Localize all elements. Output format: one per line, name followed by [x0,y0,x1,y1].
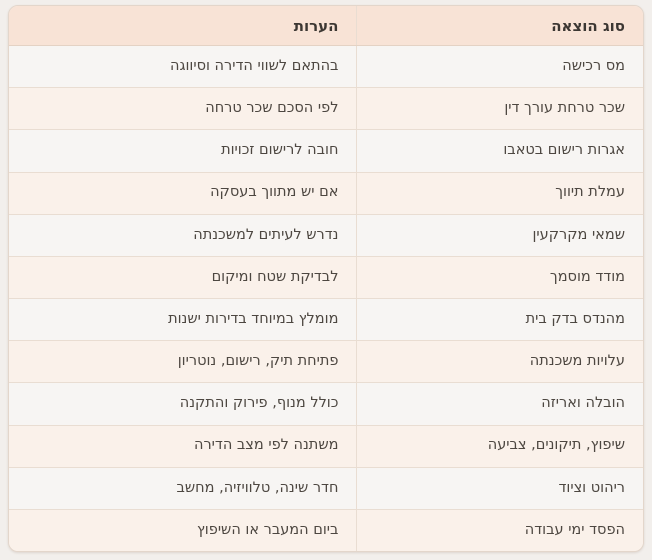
notes-cell: פתיחת תיק, רישום, נוטריון [177,353,339,370]
expense-type-cell: הפסד ימי עבודה [356,509,643,551]
table-body: מס רכישה בהתאם לשווי הדירה וסיווגה שכר ט… [9,46,643,551]
table-row: שכר טרחת עורך דין לפי הסכם שכר טרחה [9,87,643,130]
expenses-table: סוג הוצאה הערות מס רכישה בהתאם לשווי הדי… [8,5,644,552]
table-row: מס רכישה בהתאם לשווי הדירה וסיווגה [9,46,643,88]
expense-type-cell: מס רכישה [356,46,643,88]
table-row: ריהוט וציוד חדר שינה, טלוויזיה, מחשב [9,466,643,509]
notes-cell: בהתאם לשווי הדירה וסיווגה [170,57,339,74]
notes-cell: לפי הסכם שכר טרחה [205,100,339,117]
notes-cell: מומלץ במיוחד בדירות ישנות [168,310,339,327]
notes-cell: משתנה לפי מצב הדירה [194,437,339,454]
column-header-notes: הערות [293,16,339,35]
notes-cell: חדר שינה, טלוויזיה, מחשב [176,479,339,496]
table-row: שמאי מקרקעין נדרש לעיתים למשכנתה [9,213,643,256]
table-row: מודד מוסמך לבדיקת שטח ומיקום [9,255,643,299]
expense-type-cell: שמאי מקרקעין [356,214,643,256]
notes-cell: חובה לרישום זכויות [221,142,339,159]
notes-cell: כולל מנוף, פירוק והתקנה [179,395,339,412]
table-row: הובלה ואריזה כולל מנוף, פירוק והתקנה [9,382,643,425]
notes-cell: נדרש לעיתים למשכנתה [193,226,339,243]
table-row: עמלת תיווך אם יש מתווך בעסקה [9,171,643,214]
expense-type-cell: מודד מוסמך [356,256,643,299]
expense-type-cell: עלויות משכנתה [356,341,643,383]
table-row: מהנדס בדק בית מומלץ במיוחד בדירות ישנות [9,298,643,341]
table-header-row: סוג הוצאה הערות [9,6,643,46]
table-row: הפסד ימי עבודה ביום המעבר או השיפוץ [9,508,643,551]
expense-type-cell: עמלת תיווך [356,172,643,214]
table-row: אגרות רישום בטאבו חובה לרישום זכויות [9,129,643,172]
table-row: עלויות משכנתה פתיחת תיק, רישום, נוטריון [9,340,643,383]
expense-type-cell: מהנדס בדק בית [356,299,643,341]
column-header-expense-type: סוג הוצאה [356,6,643,45]
expense-type-cell: ריהוט וציוד [356,467,643,509]
expense-type-cell: שכר טרחת עורך דין [356,88,643,130]
notes-cell: לבדיקת שטח ומיקום [211,268,339,285]
expense-type-cell: שיפוץ, תיקונים, צביעה [356,425,643,467]
expense-type-cell: הובלה ואריזה [356,383,643,425]
table-row: שיפוץ, תיקונים, צביעה משתנה לפי מצב הדיר… [9,424,643,467]
notes-cell: אם יש מתווך בעסקה [210,184,339,201]
expense-type-cell: אגרות רישום בטאבו [356,130,643,172]
notes-cell: ביום המעבר או השיפוץ [196,521,339,538]
